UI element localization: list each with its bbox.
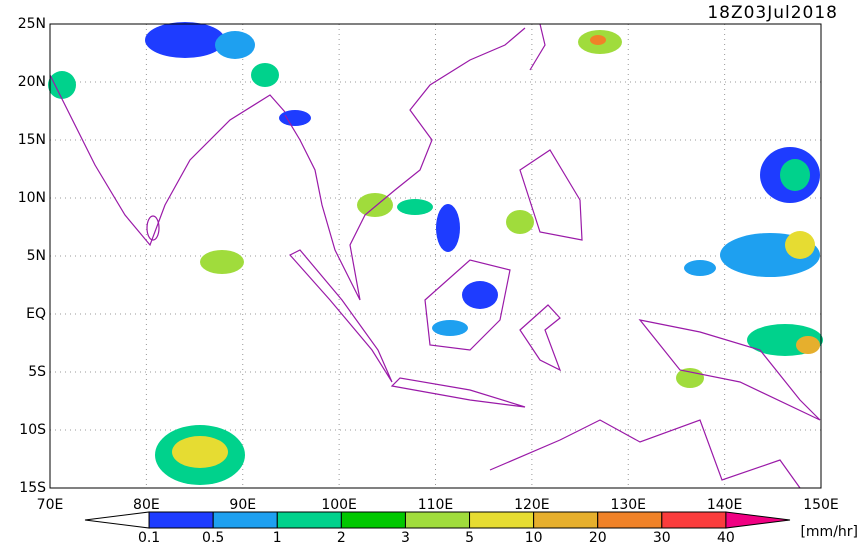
lat-label: 10N [18, 190, 46, 206]
coastline [146, 215, 160, 241]
colorbar-box [212, 511, 278, 529]
coastline [289, 249, 393, 383]
coastline [529, 23, 546, 71]
rain-area [590, 35, 606, 45]
rain-area [796, 336, 820, 354]
rain-area [432, 320, 468, 336]
lat-label: 5S [28, 364, 46, 380]
coastline [49, 74, 286, 247]
rain-area [215, 31, 255, 59]
lon-label: 70E [37, 497, 64, 513]
map-title: 18Z03Jul2018 [707, 3, 838, 23]
rain-area [436, 204, 460, 252]
colorbar-box [597, 511, 663, 529]
rain-area [506, 210, 534, 234]
colorbar-box [533, 511, 599, 529]
lat-label: 15N [18, 132, 46, 148]
lon-label: 90E [229, 497, 256, 513]
lon-label: 130E [610, 497, 646, 513]
lon-label: 150E [803, 497, 839, 513]
precipitation [48, 22, 823, 485]
rain-area [145, 22, 225, 58]
coastline [519, 149, 583, 241]
colorbar-box [340, 511, 406, 529]
rain-area [676, 368, 704, 388]
grid [50, 24, 821, 488]
lon-label: 110E [418, 497, 454, 513]
colorbar-label: 30 [653, 530, 671, 544]
rain-area [785, 231, 815, 259]
lon-label: 80E [133, 497, 160, 513]
rain-area [251, 63, 279, 87]
rain-area [200, 250, 244, 274]
colorbar-label: 0.1 [138, 530, 160, 544]
colorbar: 0.1 0.5 1 2 3 5 10 20 30 40 [84, 511, 791, 544]
coastline [390, 377, 526, 408]
map-frame [49, 23, 822, 489]
rain-area [780, 159, 810, 191]
lon-label: 120E [514, 497, 550, 513]
rain-area [462, 281, 498, 309]
colorbar-box [469, 511, 535, 529]
lon-label: 100E [321, 497, 357, 513]
rain-area [48, 71, 76, 99]
lat-label: EQ [26, 306, 46, 322]
colorbar-label: 10 [525, 530, 543, 544]
lon-label: 140E [707, 497, 743, 513]
colorbar-label: 20 [589, 530, 607, 544]
lat-label: 10S [19, 422, 46, 438]
colorbar-box [404, 511, 471, 529]
coastline [489, 419, 801, 489]
colorbar-label: 40 [717, 530, 735, 544]
coastline [519, 304, 562, 372]
coastline [284, 27, 526, 301]
coastline [638, 319, 821, 421]
colorbar-label: 1 [273, 530, 282, 544]
lat-label: 15S [19, 480, 46, 496]
colorbar-label: 3 [401, 530, 410, 544]
rain-area [172, 436, 228, 468]
lat-label: 5N [27, 248, 46, 264]
colorbar-units: [mm/hr] [800, 524, 858, 540]
lat-label: 20N [18, 74, 46, 90]
colorbar-label: 5 [465, 530, 474, 544]
rain-area [279, 110, 311, 126]
colorbar-box [276, 511, 342, 529]
colorbar-arrow [725, 511, 791, 529]
coastlines [49, 23, 821, 489]
rain-area [397, 199, 433, 215]
colorbar-box [148, 511, 214, 529]
colorbar-arrow [84, 511, 150, 529]
lat-label: 25N [18, 16, 46, 32]
colorbar-label: 0.5 [202, 530, 224, 544]
colorbar-box [661, 511, 727, 529]
colorbar-label: 2 [337, 530, 346, 544]
rain-area [684, 260, 716, 276]
coastline [424, 259, 511, 351]
